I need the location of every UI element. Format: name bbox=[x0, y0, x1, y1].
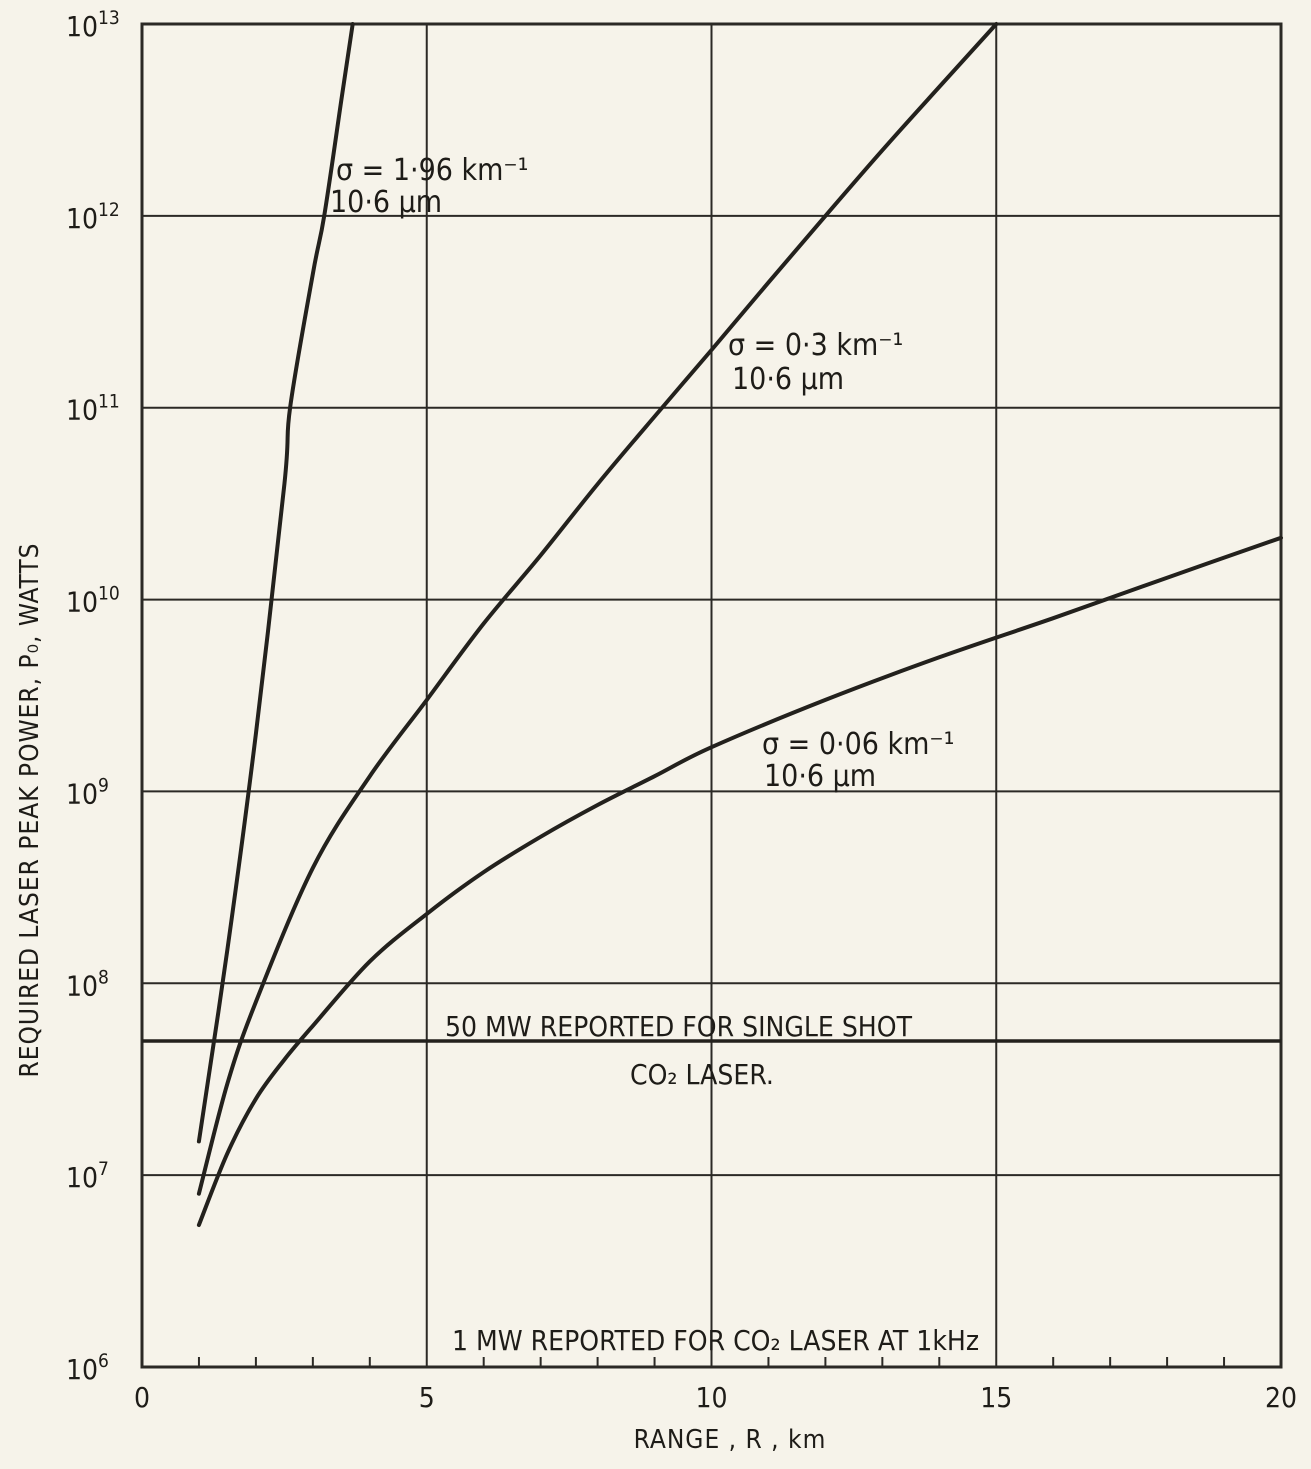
series-2-line bbox=[196, 22, 999, 1196]
x-axis-label: RANGE , R , km bbox=[634, 1425, 827, 1455]
series-2-label: σ = 0·3 km⁻¹ bbox=[728, 328, 903, 363]
y-axis-label: REQUIRED LASER PEAK POWER, P₀, WATTS bbox=[15, 543, 45, 1078]
series-1-line bbox=[196, 22, 355, 1144]
series-1-label: σ = 1·96 km⁻¹ bbox=[336, 153, 528, 188]
tick-labels: 0 5 10 15 20 106 107 108 109 1010 1011 1012 1013 bbox=[66, 7, 1297, 1414]
ref-1mw-label: 1 MW REPORTED FOR CO₂ LASER AT 1kHz bbox=[452, 1324, 979, 1357]
grid bbox=[140, 22, 1283, 1369]
series-layer bbox=[196, 22, 1283, 1227]
y-tick-label: 1011 bbox=[66, 391, 120, 427]
series-3-line bbox=[196, 535, 1283, 1227]
series-1-sublabel: 10·6 μm bbox=[330, 185, 442, 220]
series-3-label: σ = 0·06 km⁻¹ bbox=[762, 727, 954, 762]
y-tick-label: 107 bbox=[66, 1158, 109, 1194]
y-tick-label: 1012 bbox=[66, 199, 120, 235]
x-tick-label: 20 bbox=[1265, 1381, 1297, 1414]
plot-frame bbox=[140, 22, 1283, 1369]
x-tick-label: 0 bbox=[134, 1381, 150, 1414]
y-tick-label: 109 bbox=[66, 774, 109, 810]
x-tick-label: 10 bbox=[695, 1381, 727, 1414]
series-2-sublabel: 10·6 μm bbox=[732, 362, 844, 397]
x-tick-label: 15 bbox=[980, 1381, 1012, 1414]
x-tick-label: 5 bbox=[419, 1381, 435, 1414]
ref-50mw-label-2: CO₂ LASER. bbox=[630, 1058, 774, 1091]
y-tick-label: 106 bbox=[66, 1350, 109, 1386]
y-tick-label: 108 bbox=[66, 966, 109, 1002]
y-tick-label: 1010 bbox=[66, 583, 120, 619]
ref-50mw-label-1: 50 MW REPORTED FOR SINGLE SHOT bbox=[445, 1010, 913, 1043]
series-3-sublabel: 10·6 μm bbox=[764, 759, 876, 794]
y-tick-label: 1013 bbox=[66, 7, 120, 43]
